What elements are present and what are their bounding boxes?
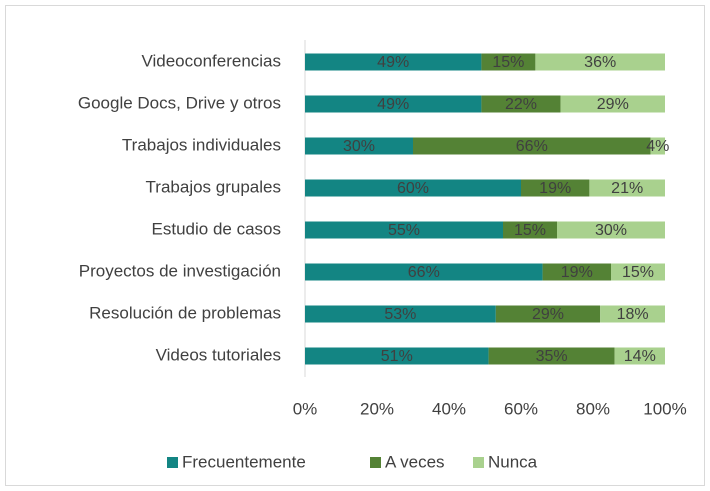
bar-segment [614,347,665,365]
legend-label: Nunca [488,452,538,471]
category-label: Videos tutoriales [156,345,281,364]
x-tick-label: 60% [504,399,538,418]
value-label: 51% [381,348,413,365]
value-label: 66% [408,264,440,281]
bar-segment [542,263,611,281]
legend-label: A veces [385,452,445,471]
bar-segment [488,347,615,365]
category-label: Proyectos de investigación [79,261,281,280]
bar-segment [305,305,496,323]
value-label: 53% [384,306,416,323]
value-label: 36% [584,54,616,71]
bar-segment [481,53,536,71]
x-tick-label: 100% [643,399,686,418]
value-label: 55% [388,222,420,239]
x-tick-label: 40% [432,399,466,418]
value-label: 19% [539,180,571,197]
bar-segment [305,221,503,239]
bar-segment [305,137,413,155]
value-label: 15% [492,54,524,71]
value-label: 29% [532,306,564,323]
value-label: 22% [505,96,537,113]
value-label: 29% [597,96,629,113]
legend-swatch [473,457,484,468]
legend-swatch [167,457,178,468]
bar-segment [413,137,651,155]
bar-segment [535,53,665,71]
bar-segment [521,179,590,197]
value-label: 15% [514,222,546,239]
value-label: 60% [397,180,429,197]
bar-segment [611,263,665,281]
bar-segment [305,263,543,281]
value-label: 14% [624,348,656,365]
value-label: 4% [646,138,669,155]
value-label: 21% [611,180,643,197]
legend-swatch [370,457,381,468]
category-label: Estudio de casos [152,219,281,238]
value-label: 30% [595,222,627,239]
bar-segment [495,305,601,323]
value-label: 18% [617,306,649,323]
chart-frame [5,5,705,486]
bar-segment [503,221,557,239]
bar-segment [600,305,665,323]
legend-label: Frecuentemente [182,452,306,471]
x-tick-label: 20% [360,399,394,418]
category-label: Resolución de problemas [89,303,281,322]
bar-segment [305,95,482,113]
value-label: 30% [343,138,375,155]
bar-segment [305,53,482,71]
bar-segment [589,179,665,197]
x-tick-label: 0% [293,399,318,418]
bar-segment [305,347,489,365]
bar-segment [305,179,521,197]
value-label: 66% [516,138,548,155]
category-label: Google Docs, Drive y otros [78,93,281,112]
bar-segment [481,95,561,113]
value-label: 35% [536,348,568,365]
x-tick-label: 80% [576,399,610,418]
category-label: Videoconferencias [141,51,281,70]
bar-segment [560,95,665,113]
bar-segment [650,137,665,155]
bar-segment [557,221,665,239]
value-label: 49% [377,54,409,71]
value-label: 49% [377,96,409,113]
category-label: Trabajos grupales [146,177,281,196]
category-label: Trabajos individuales [122,135,281,154]
value-label: 19% [561,264,593,281]
value-label: 15% [622,264,654,281]
